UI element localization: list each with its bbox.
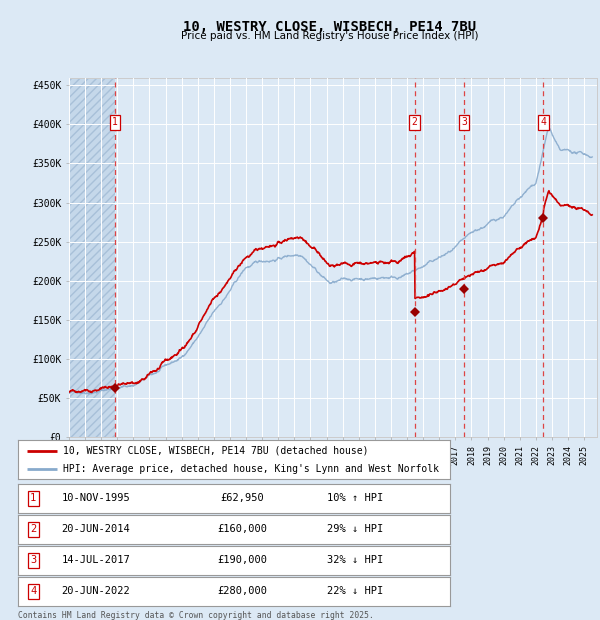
Text: 20-JUN-2014: 20-JUN-2014 (61, 525, 130, 534)
Text: 1: 1 (30, 494, 36, 503)
Text: 4: 4 (30, 587, 36, 596)
Text: 3: 3 (30, 556, 36, 565)
Text: £280,000: £280,000 (218, 587, 268, 596)
Text: £190,000: £190,000 (218, 556, 268, 565)
Text: Contains HM Land Registry data © Crown copyright and database right 2025.
This d: Contains HM Land Registry data © Crown c… (18, 611, 374, 620)
Text: 32% ↓ HPI: 32% ↓ HPI (327, 556, 383, 565)
Text: HPI: Average price, detached house, King's Lynn and West Norfolk: HPI: Average price, detached house, King… (64, 464, 439, 474)
Text: 10, WESTRY CLOSE, WISBECH, PE14 7BU (detached house): 10, WESTRY CLOSE, WISBECH, PE14 7BU (det… (64, 446, 369, 456)
Text: £160,000: £160,000 (218, 525, 268, 534)
Text: 4: 4 (541, 117, 547, 128)
Text: Price paid vs. HM Land Registry's House Price Index (HPI): Price paid vs. HM Land Registry's House … (181, 31, 479, 41)
Text: 2: 2 (30, 525, 36, 534)
Text: 10% ↑ HPI: 10% ↑ HPI (327, 494, 383, 503)
Text: 10, WESTRY CLOSE, WISBECH, PE14 7BU: 10, WESTRY CLOSE, WISBECH, PE14 7BU (184, 20, 476, 34)
Text: 3: 3 (461, 117, 467, 128)
Text: £62,950: £62,950 (221, 494, 265, 503)
Text: 20-JUN-2022: 20-JUN-2022 (61, 587, 130, 596)
Text: 2: 2 (412, 117, 418, 128)
Text: 22% ↓ HPI: 22% ↓ HPI (327, 587, 383, 596)
Text: 29% ↓ HPI: 29% ↓ HPI (327, 525, 383, 534)
Text: 10-NOV-1995: 10-NOV-1995 (61, 494, 130, 503)
Text: 14-JUL-2017: 14-JUL-2017 (61, 556, 130, 565)
Text: 1: 1 (112, 117, 118, 128)
